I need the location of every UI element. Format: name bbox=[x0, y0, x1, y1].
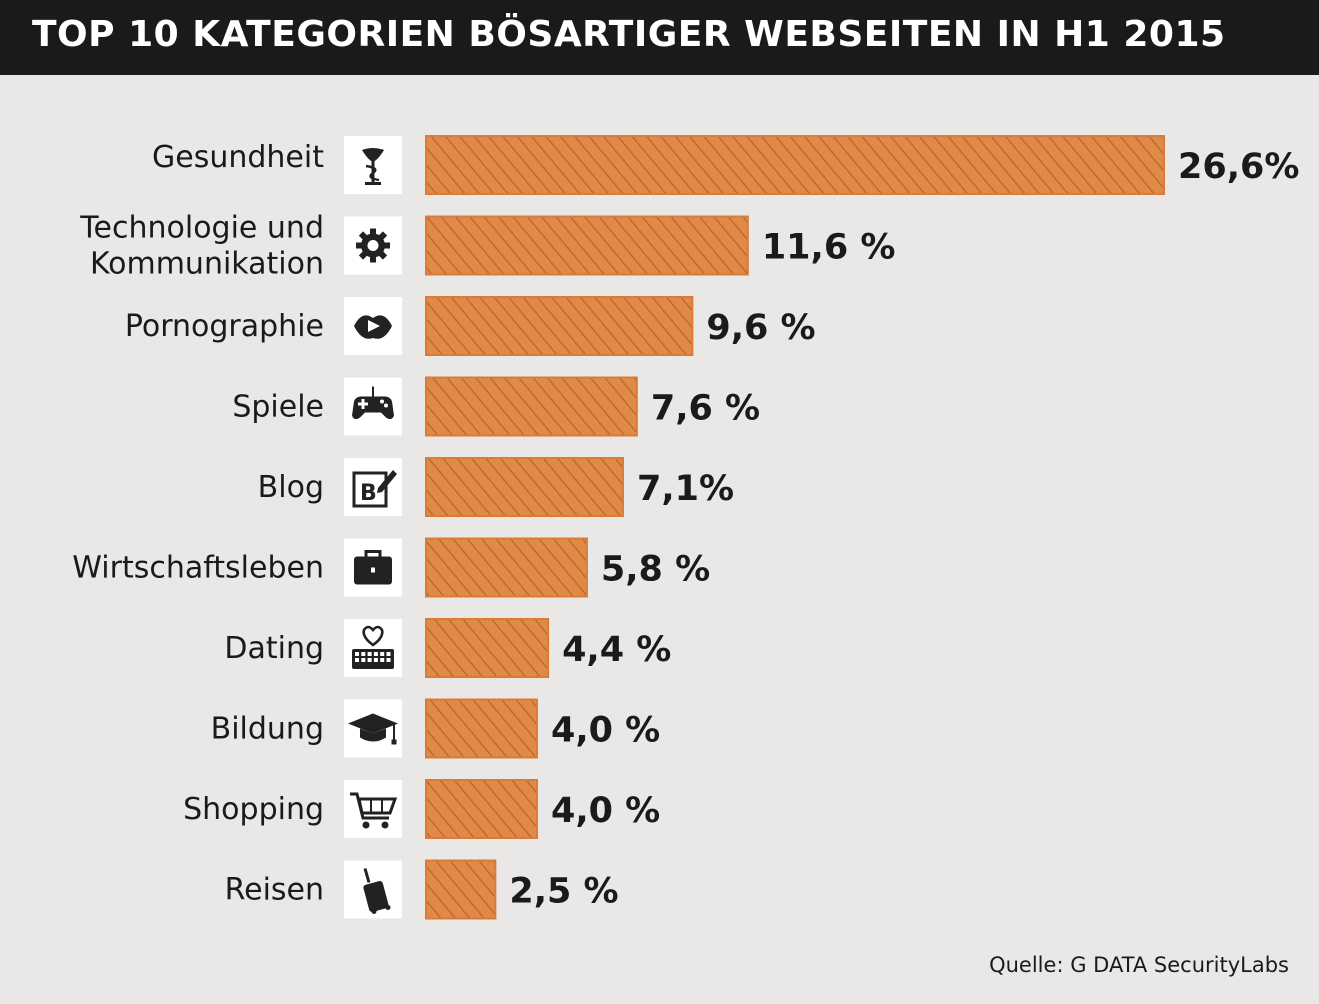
lips-icon bbox=[344, 297, 402, 355]
bar bbox=[425, 135, 1165, 195]
value-label: 11,6 % bbox=[762, 228, 896, 268]
category-label: Reisen bbox=[225, 873, 324, 908]
value-label: 5,8 % bbox=[601, 550, 710, 590]
bar bbox=[425, 537, 588, 598]
value-label: 26,6% bbox=[1178, 147, 1299, 187]
bar bbox=[425, 457, 624, 517]
graduation-cap-icon bbox=[344, 699, 402, 758]
briefcase-icon bbox=[344, 538, 402, 597]
bar bbox=[425, 698, 538, 759]
category-label: Blog bbox=[258, 470, 324, 505]
bar bbox=[425, 296, 694, 356]
gamepad-icon bbox=[344, 377, 402, 436]
value-label: 4,0 % bbox=[551, 711, 660, 751]
source-note: Quelle: G DATA SecurityLabs bbox=[989, 953, 1289, 977]
value-label: 2,5 % bbox=[509, 872, 618, 912]
gear-icon bbox=[344, 216, 402, 275]
bar bbox=[425, 859, 497, 920]
bar bbox=[425, 618, 550, 678]
bar bbox=[425, 779, 538, 839]
category-label: Wirtschaftsleben bbox=[72, 551, 324, 586]
bar bbox=[425, 376, 638, 437]
chart-title: TOP 10 KATEGORIEN BÖSARTIGER WEBSEITEN I… bbox=[32, 14, 1226, 55]
category-label: Technologie und Kommunikation bbox=[79, 211, 324, 282]
blog-edit-icon: B bbox=[344, 458, 402, 516]
category-label: Pornographie bbox=[125, 309, 324, 344]
value-label: 4,4 % bbox=[562, 630, 671, 670]
value-label: 7,6 % bbox=[651, 389, 760, 429]
svg-text:B: B bbox=[360, 481, 377, 506]
value-label: 4,0 % bbox=[551, 791, 660, 831]
luggage-icon bbox=[344, 860, 402, 919]
category-label: Gesundheit bbox=[152, 140, 324, 175]
shopping-cart-icon bbox=[344, 780, 402, 838]
title-bar: TOP 10 KATEGORIEN BÖSARTIGER WEBSEITEN I… bbox=[0, 0, 1319, 75]
value-label: 9,6 % bbox=[706, 308, 815, 348]
category-label: Shopping bbox=[183, 792, 324, 827]
category-label: Dating bbox=[224, 631, 324, 666]
bar bbox=[425, 215, 749, 276]
caduceus-icon bbox=[344, 136, 402, 194]
category-label: Spiele bbox=[232, 390, 324, 425]
heart-keyboard-icon bbox=[344, 619, 402, 677]
category-label: Bildung bbox=[211, 712, 324, 747]
value-label: 7,1% bbox=[637, 469, 734, 509]
